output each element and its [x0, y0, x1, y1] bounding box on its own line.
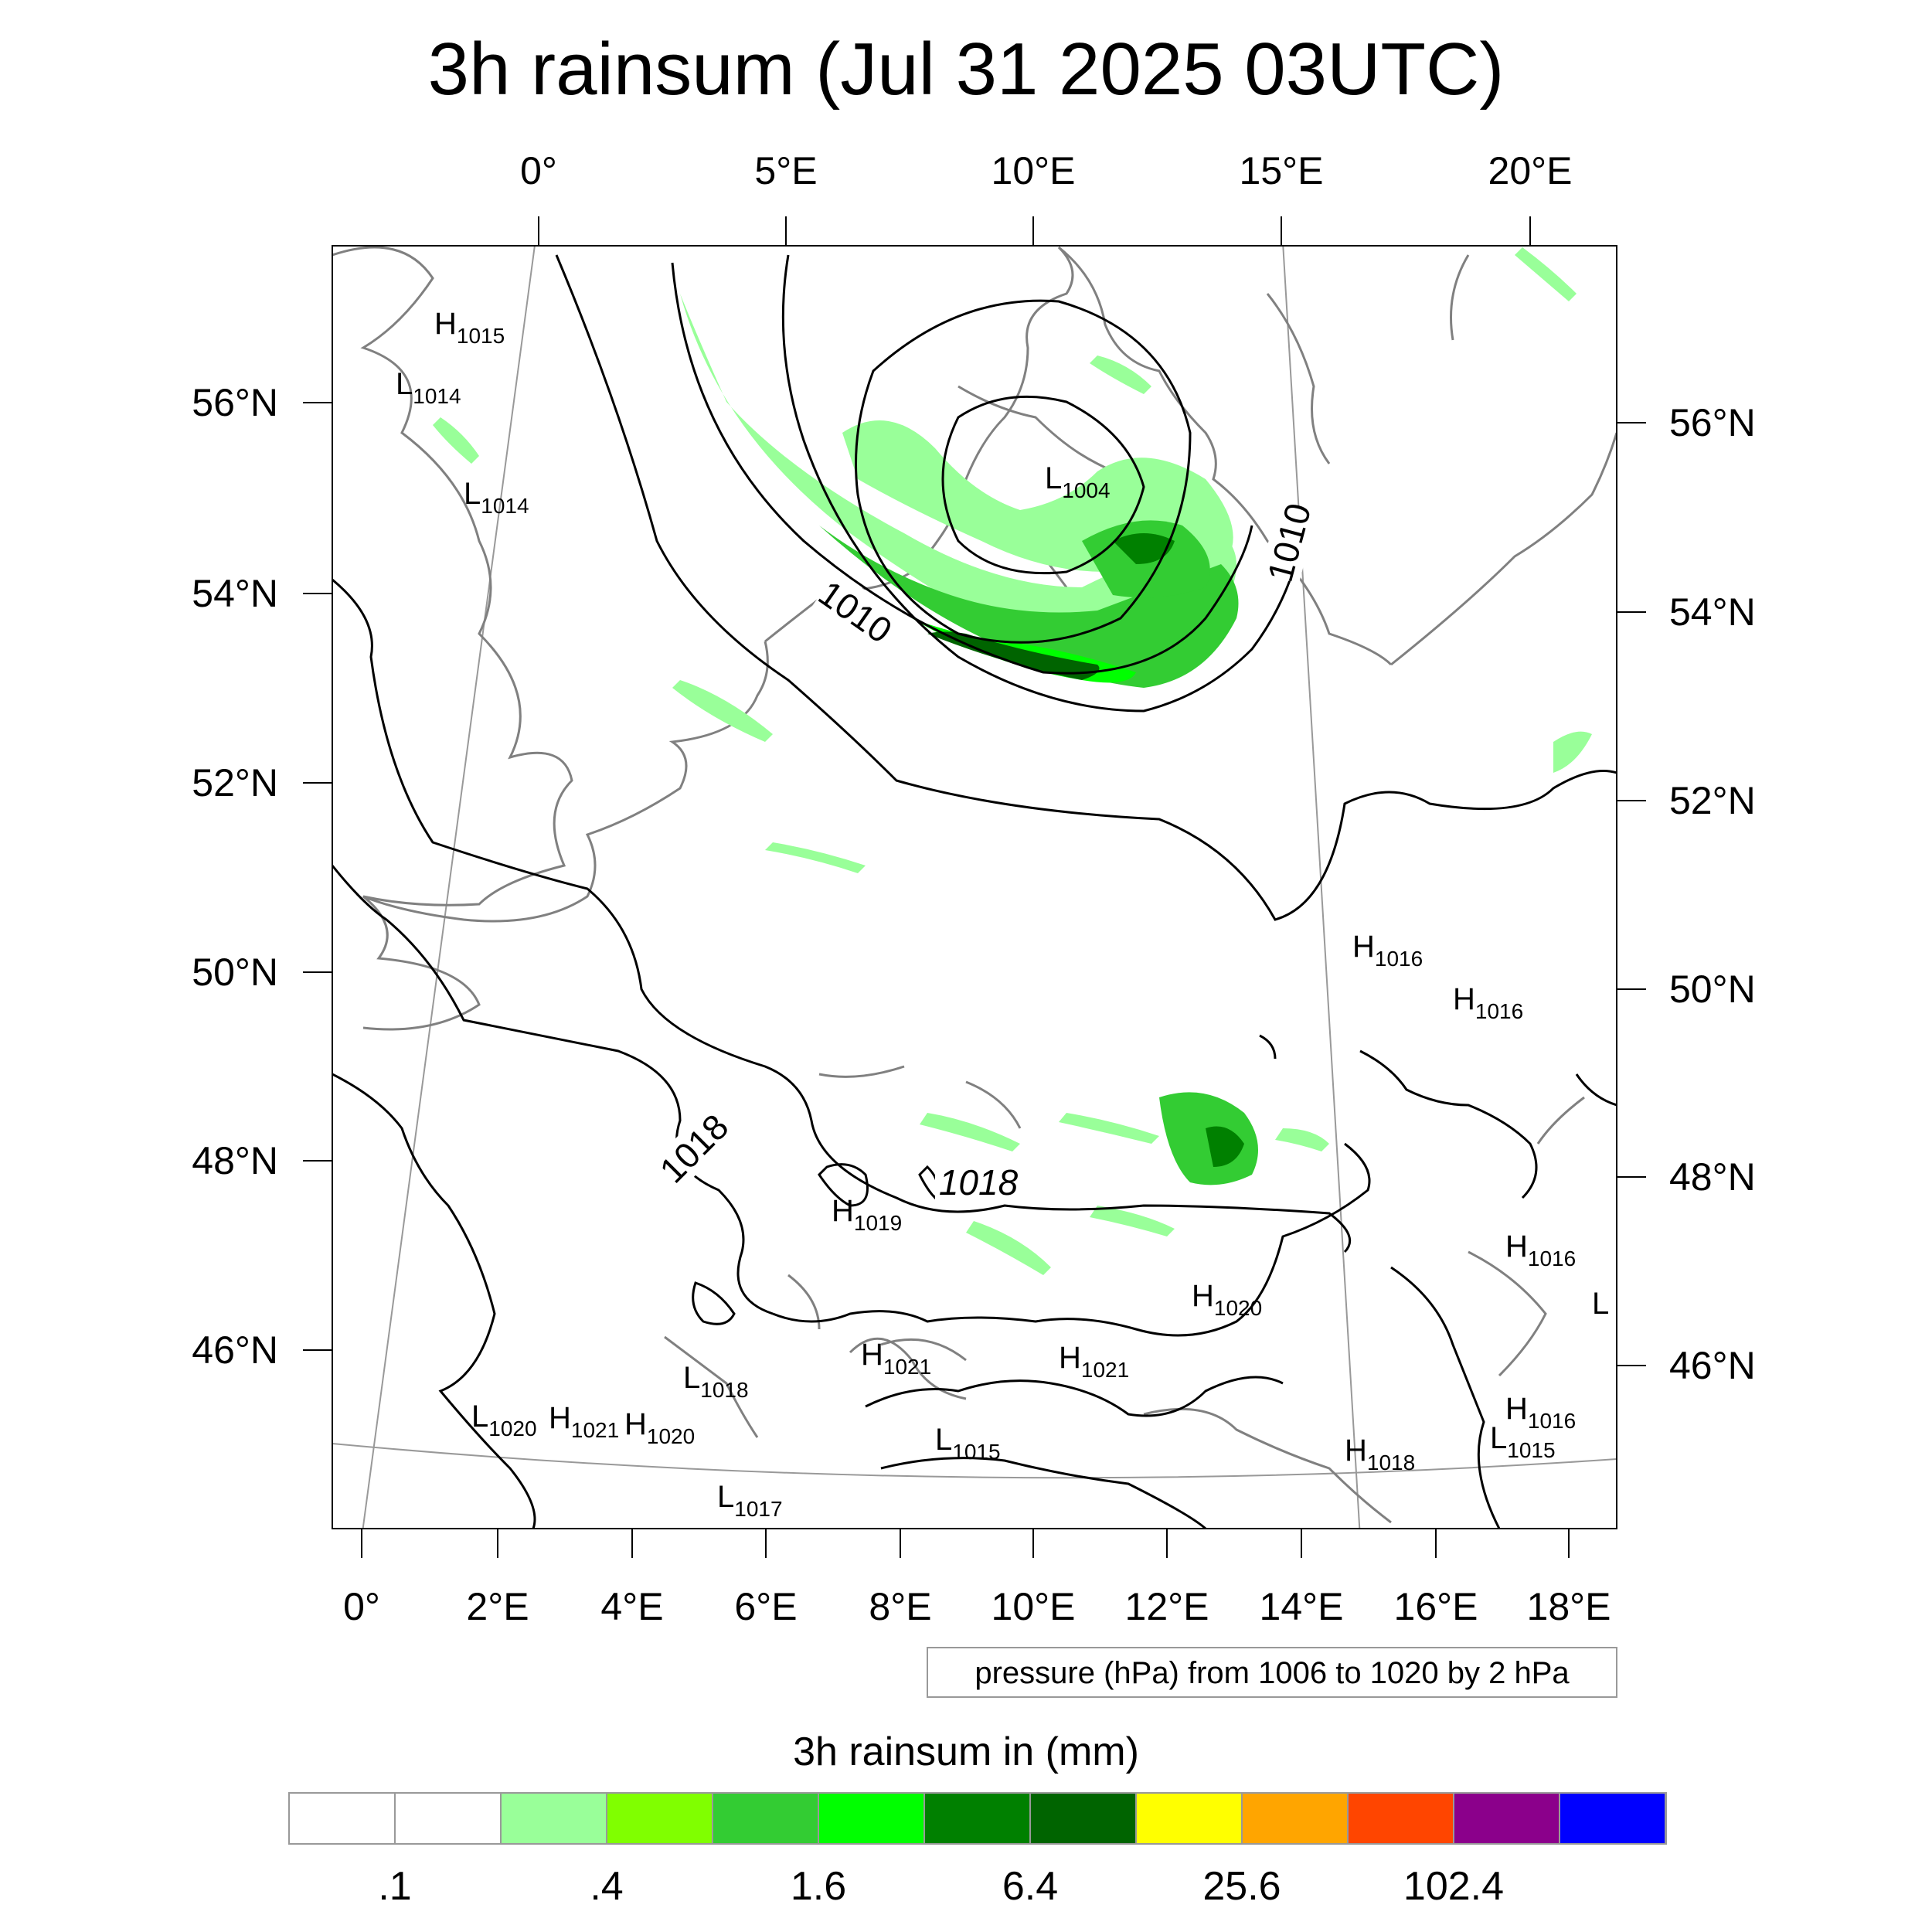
bottom-axis-label: 18°E: [1527, 1585, 1611, 1628]
bottom-axis-label: 2°E: [466, 1585, 529, 1628]
colorbar-title: 3h rainsum in (mm): [793, 1730, 1139, 1774]
top-axis-label: 15°E: [1240, 149, 1324, 192]
pressure-center: H1016: [1352, 930, 1423, 971]
pressure-center: L1017: [717, 1480, 783, 1521]
pressure-center: H1016: [1453, 982, 1523, 1023]
colorbar-tick-label: .4: [590, 1864, 623, 1909]
pressure-center: L1014: [464, 477, 529, 518]
top-axis-label: 10°E: [992, 149, 1076, 192]
bottom-axis-label: 4°E: [600, 1585, 663, 1628]
colorbar-swatch: [1559, 1792, 1666, 1845]
map-title: 3h rainsum (Jul 31 2025 03UTC): [427, 28, 1505, 111]
pressure-center: H1018: [1345, 1434, 1415, 1475]
pressure-center: H1016: [1505, 1392, 1576, 1433]
colorbar-swatch: [500, 1792, 607, 1845]
contour-info-box: [927, 1647, 1617, 1698]
colorbar-swatch: [1453, 1792, 1560, 1845]
contour-info-text: pressure (hPa) from 1006 to 1020 by 2 hP…: [975, 1656, 1570, 1690]
pressure-center: H1021: [549, 1401, 619, 1442]
colorbar-swatch: [606, 1792, 713, 1845]
map-frame-background: [332, 246, 1617, 1529]
top-axis-label: 20°E: [1488, 149, 1573, 192]
pressure-center: L1015: [935, 1423, 1001, 1464]
left-axis: [303, 402, 332, 1351]
right-axis-label: 48°N: [1669, 1155, 1756, 1199]
colorbar-swatch: [818, 1792, 925, 1845]
left-axis-label: 56°N: [192, 381, 278, 424]
right-axis: [1617, 422, 1646, 1366]
pressure-center: L: [1592, 1287, 1609, 1321]
colorbar-swatch: [394, 1792, 502, 1845]
pressure-center: H1019: [832, 1194, 902, 1235]
left-axis-label: 50°N: [192, 951, 278, 994]
bottom-axis-label: 0°: [343, 1585, 380, 1628]
colorbar-tick-label: 6.4: [1002, 1864, 1058, 1909]
right-axis-label: 46°N: [1669, 1344, 1756, 1387]
colorbar-tick-label: 25.6: [1202, 1864, 1281, 1909]
pressure-center: H1021: [1059, 1341, 1129, 1382]
bottom-axis-label: 12°E: [1125, 1585, 1209, 1628]
pressure-center: H1016: [1505, 1230, 1576, 1270]
colorbar-swatch: [1029, 1792, 1137, 1845]
right-axis-label: 56°N: [1669, 401, 1756, 444]
pressure-center: H1020: [624, 1407, 695, 1448]
bottom-axis-label: 14°E: [1260, 1585, 1344, 1628]
colorbar-tick-label: 1.6: [791, 1864, 846, 1909]
right-axis-label: 50°N: [1669, 968, 1756, 1011]
colorbar-swatch: [712, 1792, 819, 1845]
bottom-axis-label: 10°E: [992, 1585, 1076, 1628]
top-axis: [538, 216, 1531, 246]
bottom-axis-label: 6°E: [734, 1585, 797, 1628]
top-axis-label: 5°E: [754, 149, 817, 192]
bottom-axis-label: 8°E: [869, 1585, 931, 1628]
right-axis-label: 52°N: [1669, 779, 1756, 822]
pressure-center: L1014: [396, 367, 461, 408]
pressure-center: H1020: [1192, 1279, 1262, 1320]
pressure-centers: H1015 L1014 L1014 L1004 H1016 H1016 H101…: [396, 307, 1609, 1521]
colorbar-swatch: [923, 1792, 1031, 1845]
rainfall-field: [433, 247, 1592, 1275]
colorbar-swatch: [1347, 1792, 1454, 1845]
pressure-center: L1015: [1490, 1421, 1556, 1462]
right-axis-label: 54°N: [1669, 590, 1756, 634]
left-axis-label: 52°N: [192, 761, 278, 804]
colorbar-swatch: [1135, 1792, 1243, 1845]
colorbar-tick-label: 102.4: [1403, 1864, 1504, 1909]
map-frame: [332, 245, 1617, 1529]
isobar-label-1018-center: 1018: [939, 1162, 1019, 1202]
colorbar-tick-label: .1: [378, 1864, 411, 1909]
pressure-center: L1020: [471, 1400, 537, 1440]
isobars: [332, 254, 1617, 1529]
left-axis-label: 48°N: [192, 1139, 278, 1182]
left-axis-label: 54°N: [192, 572, 278, 615]
graticule: [332, 246, 1617, 1529]
colorbar: [288, 1792, 1666, 1845]
top-axis-label: 0°: [520, 149, 557, 192]
colorbar-swatch: [288, 1792, 396, 1845]
pressure-center: H1015: [434, 307, 505, 348]
colorbar-swatch: [1241, 1792, 1349, 1845]
bottom-axis-label: 16°E: [1394, 1585, 1478, 1628]
bottom-axis: [361, 1529, 1570, 1558]
pressure-center: L1004: [1045, 461, 1111, 502]
left-axis-label: 46°N: [192, 1328, 278, 1372]
pressure-center: L1018: [683, 1361, 749, 1402]
pressure-center: H1021: [861, 1338, 931, 1379]
colorbar-outline: [288, 1792, 1667, 1845]
